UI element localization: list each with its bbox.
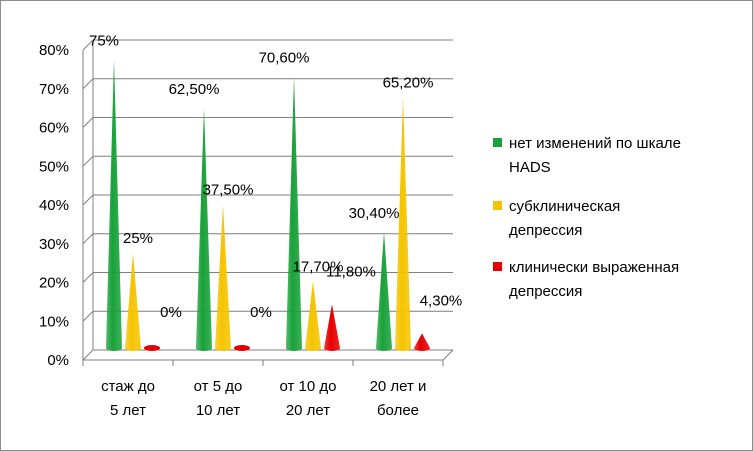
legend-label: нет изменений по шкале xyxy=(509,135,681,152)
x-tick-label: 20 лет и xyxy=(370,378,427,395)
x-tick-label: 10 лет xyxy=(196,402,240,419)
cone-mark xyxy=(215,204,231,351)
x-tick-label: 5 лет xyxy=(110,402,146,419)
data-label: 37,50% xyxy=(203,182,254,199)
gridline xyxy=(82,194,453,206)
cone-mark xyxy=(125,253,141,351)
x-tick-label: стаж до xyxy=(101,378,155,395)
data-label: 65,20% xyxy=(383,74,434,91)
y-tick-label: 20% xyxy=(39,275,69,292)
data-label: 17,70% xyxy=(293,258,344,275)
y-tick-label: 80% xyxy=(39,42,69,59)
x-tick-label: 20 лет xyxy=(286,402,330,419)
cone-mark xyxy=(106,59,122,351)
data-label: 70,60% xyxy=(259,49,310,66)
cones xyxy=(106,59,430,352)
y-tick-label: 10% xyxy=(39,313,69,330)
cone-mark xyxy=(414,333,430,351)
cone-mark xyxy=(305,281,321,351)
axes: 0% 10% 20% 30% 40% 50% 60% 70% 80% стаж до 5 лет от… xyxy=(39,40,454,419)
y-tick-label: 30% xyxy=(39,236,69,253)
data-label: 0% xyxy=(250,304,272,321)
y-tick-label: 70% xyxy=(39,81,69,98)
cone-mark xyxy=(196,107,212,351)
y-tick-label: 40% xyxy=(39,197,69,214)
gridline xyxy=(82,349,453,361)
cone-mark xyxy=(286,76,302,352)
data-label: 0% xyxy=(160,304,182,321)
gridline xyxy=(82,117,453,128)
data-label: 4,30% xyxy=(420,292,463,309)
y-tick-label: 0% xyxy=(47,352,69,369)
data-label: 62,50% xyxy=(169,81,220,98)
legend-swatch xyxy=(493,138,502,147)
gridline xyxy=(82,155,453,167)
x-axis xyxy=(83,349,454,361)
data-label: 25% xyxy=(123,230,153,247)
x-tick-label: более xyxy=(377,402,419,419)
cone-mark xyxy=(144,345,160,351)
cone-mark xyxy=(324,304,340,351)
legend-label: HADS xyxy=(509,159,551,176)
legend-label: клинически выраженная xyxy=(509,259,679,276)
legend-label: субклиническая xyxy=(509,198,620,215)
data-label: 11,80% xyxy=(326,263,376,280)
cone-mark xyxy=(395,97,411,351)
cone-mark xyxy=(376,232,392,351)
x-tick-label: от 5 до xyxy=(194,378,243,395)
legend-swatch xyxy=(493,262,502,271)
legend-swatch xyxy=(493,201,502,210)
x-tick-label: от 10 до xyxy=(280,378,337,395)
legend: нет изменений по шкале HADS субклиническая… xyxy=(493,135,681,300)
data-label: 30,40% xyxy=(349,205,400,222)
legend-label: депрессия xyxy=(509,222,582,239)
data-label: 75% xyxy=(89,32,119,49)
legend-label: депрессия xyxy=(509,283,582,300)
cone-mark xyxy=(234,345,250,351)
y-tick-label: 50% xyxy=(39,158,69,175)
data-labels: 75% 62,50% 70,60% 30,40% 25% 37,50% 17,70% 65,2… xyxy=(89,32,462,321)
y-tick-label: 60% xyxy=(39,120,69,137)
